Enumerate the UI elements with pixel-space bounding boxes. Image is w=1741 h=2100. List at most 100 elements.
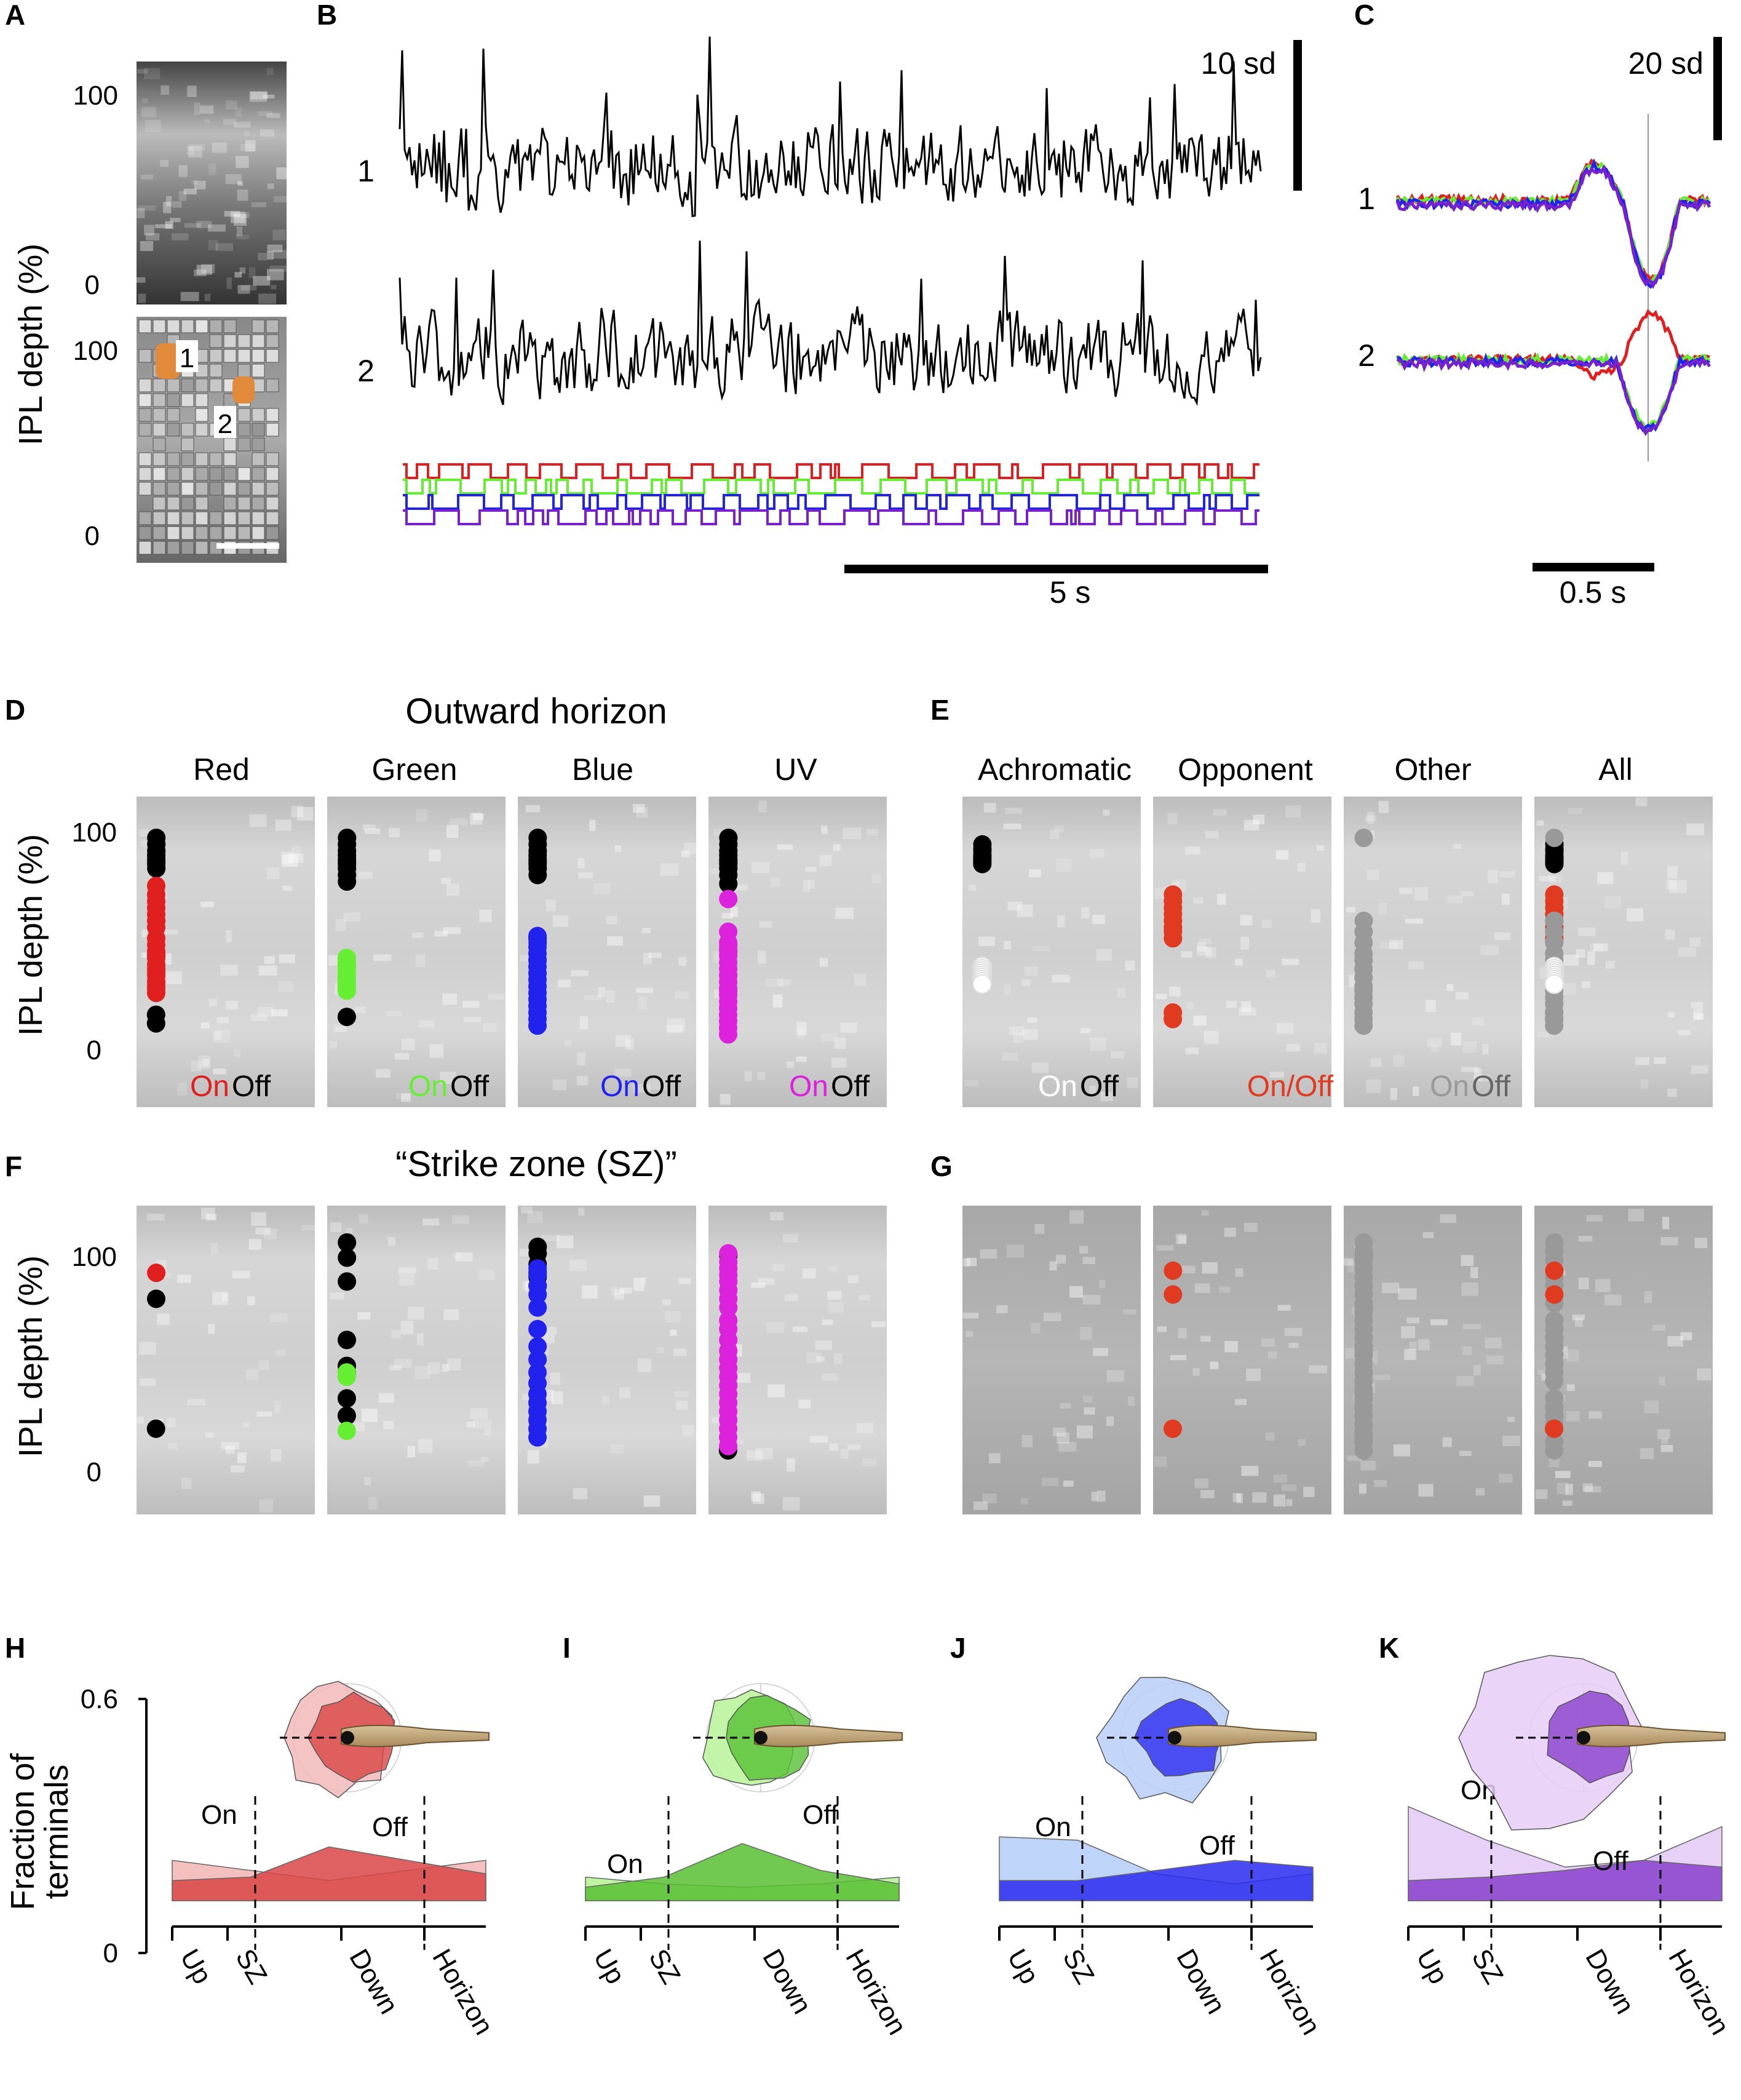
roi-cell <box>266 334 279 348</box>
roi-cell <box>138 408 152 422</box>
texture-patch <box>302 1225 319 1231</box>
texture-patch <box>667 1018 685 1032</box>
texture-patch <box>589 819 596 831</box>
texture-patch <box>138 205 156 211</box>
texture-patch <box>643 1495 660 1507</box>
fish-eye <box>1168 1731 1181 1744</box>
texture-patch <box>446 883 459 896</box>
roi-cell <box>252 334 265 348</box>
texture-patch <box>191 180 198 185</box>
terminal-dot <box>1354 1428 1373 1447</box>
texture-patch <box>269 265 288 272</box>
roi-cell <box>181 541 194 555</box>
texture-patch <box>272 250 287 259</box>
texture-patch <box>225 174 242 185</box>
texture-patch <box>815 1340 833 1350</box>
texture-patch <box>1451 1032 1462 1046</box>
texture-patch <box>712 1417 721 1423</box>
texture-patch <box>871 1321 886 1327</box>
texture-patch <box>443 927 461 934</box>
texture-patch <box>1414 887 1429 901</box>
texture-patch <box>400 1321 414 1335</box>
roi-cell <box>223 319 237 333</box>
texture-patch <box>236 226 243 236</box>
texture-patch <box>141 98 148 103</box>
terminal-dot <box>719 981 738 1000</box>
texture-patch <box>1461 1255 1474 1267</box>
texture-patch <box>1031 1322 1041 1334</box>
roi-cell <box>237 482 251 496</box>
texture-patch <box>1004 984 1011 995</box>
texture-patch <box>137 1417 145 1424</box>
roi-cell <box>153 393 166 407</box>
texture-patch <box>1661 1438 1668 1444</box>
texture-patch <box>1422 1231 1434 1238</box>
roi-cell <box>167 423 180 437</box>
roi-2-label-bg <box>214 406 236 438</box>
col-title-blue: Blue <box>572 752 633 787</box>
texture-patch <box>1022 1029 1038 1040</box>
fish-silhouette <box>341 1725 490 1748</box>
texture-patch <box>485 1428 491 1436</box>
texture-patch <box>822 1319 833 1326</box>
panel-f-g-row <box>137 1206 1713 1514</box>
texture-patch <box>275 1350 287 1356</box>
texture-patch <box>1181 1265 1196 1274</box>
texture-patch <box>407 1446 416 1458</box>
texture-patch <box>1169 986 1181 996</box>
texture-patch <box>146 233 160 241</box>
texture-patch <box>140 840 149 847</box>
texture-patch <box>215 1030 222 1040</box>
texture-patch <box>1236 1493 1243 1503</box>
texture-patch <box>1582 1483 1593 1492</box>
panel-f-ylabel: IPL depth (%) <box>12 1255 49 1457</box>
texture-patch <box>1240 915 1253 926</box>
ipl-background <box>518 797 696 1107</box>
terminal-dot <box>528 1285 547 1304</box>
texture-patch <box>1202 1262 1218 1274</box>
trace-b-2 <box>399 241 1262 407</box>
onoff-green-off: Off <box>450 1070 490 1103</box>
terminal-dot <box>528 1337 547 1356</box>
texture-patch <box>666 1025 683 1033</box>
texture-patch <box>1219 1286 1231 1293</box>
texture-patch <box>1082 1257 1095 1265</box>
roi-cell <box>181 467 194 481</box>
texture-patch <box>1053 825 1065 832</box>
texture-patch <box>1587 951 1595 965</box>
texture-patch <box>267 183 274 189</box>
texture-patch <box>226 100 237 109</box>
terminal-dot <box>1354 1342 1373 1360</box>
texture-patch <box>450 818 469 826</box>
texture-patch <box>1566 1350 1580 1362</box>
texture-patch <box>785 1294 798 1302</box>
roi-cell <box>266 349 279 363</box>
texture-patch <box>1178 1328 1187 1339</box>
texture-patch <box>1565 1484 1573 1495</box>
texture-patch <box>721 913 733 919</box>
texture-patch <box>391 1330 401 1338</box>
texture-patch <box>140 174 154 180</box>
texture-patch <box>427 1257 438 1270</box>
ipl-background <box>327 797 506 1107</box>
roi-cell <box>237 467 251 481</box>
texture-patch <box>787 1458 795 1472</box>
texture-patch <box>1667 865 1678 879</box>
texture-patch <box>194 102 200 115</box>
texture-patch <box>619 1387 631 1399</box>
texture-patch <box>364 1477 371 1486</box>
terminal-dot <box>337 1422 356 1441</box>
texture-patch <box>266 113 280 118</box>
terminal-dot <box>719 829 738 848</box>
texture-patch <box>234 214 247 226</box>
texture-patch <box>1194 1283 1210 1294</box>
roi-cell <box>181 393 194 407</box>
texture-patch <box>160 160 169 167</box>
texture-patch <box>1408 961 1424 969</box>
texture-patch <box>172 233 189 241</box>
texture-patch <box>1317 845 1325 851</box>
texture-patch <box>216 1017 229 1024</box>
x-tick-label: Horizon <box>1662 1944 1735 2040</box>
texture-patch <box>1561 983 1576 995</box>
texture-patch <box>1697 1368 1711 1381</box>
